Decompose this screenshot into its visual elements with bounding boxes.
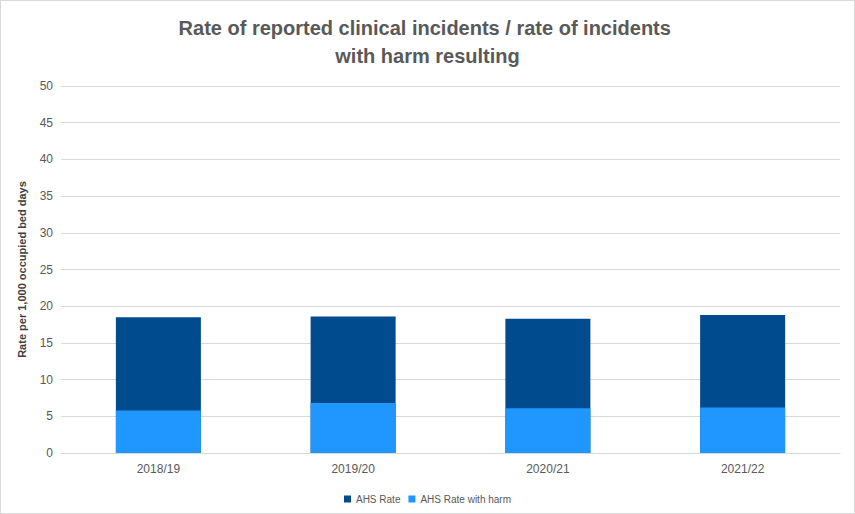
svg-text:2019/20: 2019/20 [331, 462, 375, 476]
svg-text:AHS Rate with harm: AHS Rate with harm [420, 494, 511, 505]
svg-text:30: 30 [40, 226, 54, 240]
svg-text:40: 40 [40, 152, 54, 166]
svg-text:Rate per 1,000 occupied bed da: Rate per 1,000 occupied bed days [16, 181, 28, 358]
svg-text:15: 15 [40, 336, 54, 350]
svg-text:0: 0 [46, 446, 53, 460]
svg-text:Rate of reported clinical inci: Rate of reported clinical incidents / ra… [179, 17, 677, 39]
svg-text:with harm resulting: with harm resulting [334, 45, 519, 67]
svg-text:AHS Rate: AHS Rate [356, 494, 401, 505]
svg-text:25: 25 [40, 263, 54, 277]
svg-text:45: 45 [40, 116, 54, 130]
svg-text:35: 35 [40, 189, 54, 203]
svg-text:20: 20 [40, 299, 54, 313]
svg-text:10: 10 [40, 373, 54, 387]
svg-text:2020/21: 2020/21 [526, 462, 570, 476]
svg-text:50: 50 [40, 79, 54, 93]
svg-text:2021/22: 2021/22 [721, 462, 765, 476]
svg-text:5: 5 [46, 409, 53, 423]
svg-text:2018/19: 2018/19 [137, 462, 181, 476]
